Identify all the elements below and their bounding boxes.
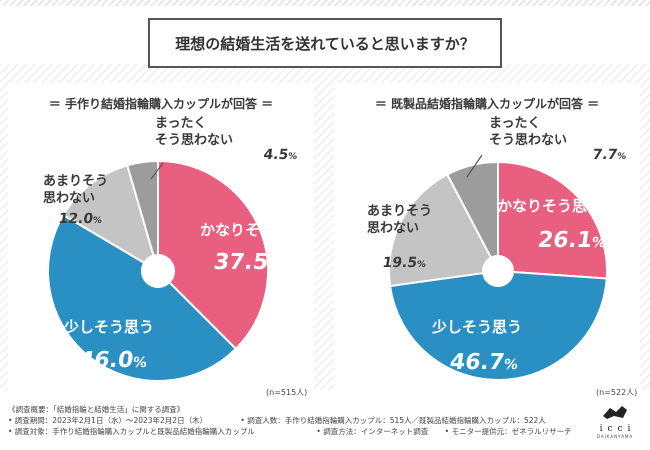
footer-target: • 調査対象：手作り結婚指輪購入カップルと既製品結婚指輪購入カップル	[8, 427, 255, 436]
chart-panel-handmade: ＝ 手作り結婚指輪購入カップルが回答 ＝ かなりそう思う 37.5% 少しそう思う 4…	[8, 83, 314, 399]
brand-logo: icci DAIKANYAMA	[590, 400, 640, 448]
slice-not_at_all	[126, 159, 159, 257]
category-label: かなりそう思う	[497, 197, 602, 215]
value-label: 7.7%	[591, 147, 627, 163]
category-label: あまりそう	[367, 204, 432, 219]
label-somewhat: 少しそう思う 46.0%	[63, 318, 154, 373]
value-label: 19.5%	[381, 255, 427, 271]
footer-count: • 調査人数：手作り結婚指輪購入カップル：515人／既製品結婚指輪購入カップル：…	[240, 416, 546, 425]
category-label: あまりそう	[43, 174, 108, 189]
leader-line	[150, 162, 164, 180]
logo-subtext: DAIKANYAMA	[596, 434, 634, 439]
label-very: かなりそう思う 37.5%	[200, 221, 305, 275]
chart-title-ready-made: ＝ 既製品結婚指輪購入カップルが回答 ＝	[374, 97, 600, 111]
slice-somewhat	[47, 213, 238, 383]
ring-logo-icon	[603, 406, 627, 419]
sample-size-label: (n=522人)	[596, 388, 637, 397]
value-label: 4.5%	[262, 147, 298, 163]
chart-title-handmade: ＝ 手作り結婚指輪購入カップルが回答 ＝	[48, 97, 274, 111]
slice-not_much	[388, 173, 493, 288]
category-label: 少しそう思う	[63, 318, 154, 336]
label-very: かなりそう思う 26.1%	[497, 197, 608, 253]
page-title: 理想の結婚生活を送れていると思いますか？	[148, 18, 502, 68]
logo-text: icci	[599, 424, 636, 434]
category-label: まったく	[155, 116, 206, 131]
footer-period: • 調査期間：2023年2月1日（水）～2023年2月2日（木）	[8, 416, 208, 425]
value-label: 37.5%	[212, 249, 284, 275]
slice-very	[157, 159, 269, 351]
category-label: かなりそう思う	[200, 221, 305, 239]
category-label: まったく	[489, 116, 540, 131]
slice-somewhat	[388, 270, 608, 381]
survey-footer: 《調査概要：「結婚指輪と結婚生活」に関する調査》 • 調査期間：2023年2月1…	[8, 404, 572, 437]
slice-not_much	[61, 164, 155, 265]
footer-provider: • モニター提供元：ゼネラルリサーチ	[444, 427, 572, 436]
category-label: そう思わない	[155, 133, 233, 148]
value-label: 46.0%	[77, 347, 149, 373]
sample-size-label: (n=515人)	[266, 388, 307, 397]
footer-heading: 《調査概要：「結婚指輪と結婚生活」に関する調査》	[8, 405, 185, 414]
category-label: 思わない	[367, 221, 419, 236]
category-label: そう思わない	[489, 133, 567, 148]
category-label: 少しそう思う	[431, 318, 522, 336]
top-stripes	[0, 0, 650, 6]
chart-panel-ready-made: ＝ 既製品結婚指輪購入カップルが回答 ＝ かなりそう思う 26.1% 少しそう思う 4…	[334, 83, 640, 399]
value-label: 12.0%	[57, 211, 103, 227]
slice-not_at_all	[445, 160, 499, 260]
footer-method: • 調査方法：インターネット調査	[316, 427, 429, 436]
slice-very	[497, 160, 608, 280]
category-label: 思わない	[43, 191, 95, 206]
value-label: 26.1%	[536, 227, 608, 253]
value-label: 46.7%	[448, 349, 520, 375]
label-somewhat: 少しそう思う 46.7%	[431, 318, 522, 375]
leader-line	[466, 154, 483, 178]
